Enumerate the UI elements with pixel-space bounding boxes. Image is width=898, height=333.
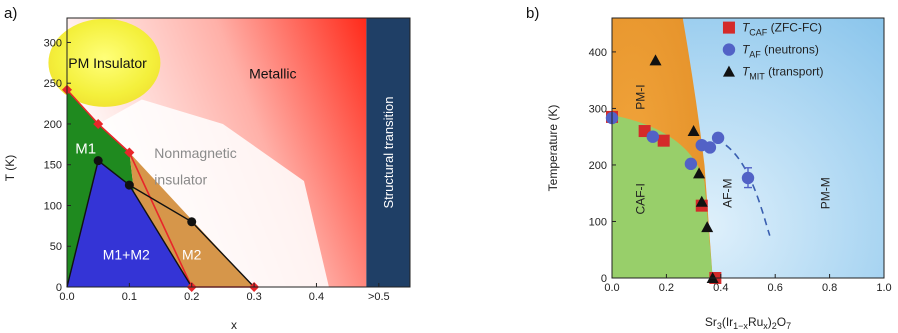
- panel-b-label: b): [526, 5, 539, 22]
- panel-b-xtick-label-1: 0.2: [659, 282, 674, 294]
- panel-b-ytick-label-0: 0: [601, 273, 607, 285]
- panel-a-xtick-label-1: 0.1: [122, 291, 137, 303]
- region-label-af-m: AF-M: [721, 179, 735, 208]
- panel-a: a) PM Insulator Metallic M1 M1+M2 M2 Nonmagne…: [3, 5, 411, 332]
- panel-a-regions: PM Insulator Metallic M1 M1+M2 M2 Nonmagnetic…: [48, 18, 410, 287]
- panel-b-xtick-label-0: 0.0: [604, 282, 619, 294]
- panel-a-ylabel: T (K): [3, 155, 17, 181]
- series-1-point-2: [684, 157, 698, 171]
- panel-a-ytick-label-0: 0: [56, 282, 62, 294]
- legend-label-0: TCAF (ZFC-FC): [742, 21, 822, 38]
- region-label-pm-i: PM-I: [634, 84, 648, 109]
- region-label-structural-transition: Structural transition: [381, 97, 396, 209]
- inner-point-2: [187, 217, 197, 227]
- panel-a-ytick-label-100: 100: [44, 200, 62, 212]
- legend-label-2: TMIT (transport): [742, 65, 824, 82]
- caf-i-region: [612, 115, 713, 278]
- region-label-m1: M1: [75, 140, 96, 157]
- boundary-point-2: [124, 147, 135, 158]
- panel-b: b) PM-I CAF-I AF-M PM-M 0 100 200 300 400 0.0 0.2…: [526, 5, 892, 331]
- region-label-caf-i: CAF-I: [634, 183, 648, 214]
- panel-b-xlabel: Sr3(Ir1−xRux)2O7: [705, 315, 791, 331]
- series-1-point-6: [741, 171, 755, 185]
- legend-label-1: TAF (neutrons): [742, 43, 819, 60]
- panel-b-ylabel: Temperature (K): [546, 105, 560, 192]
- series-1-point-5: [711, 131, 725, 145]
- panel-b-frame: [611, 17, 885, 279]
- inner-point-0: [93, 156, 103, 166]
- region-label-insulator: insulator: [154, 171, 207, 187]
- boundary-point-1: [93, 118, 104, 129]
- panel-a-xtick-label-5: >0.5: [368, 291, 390, 303]
- region-label-metallic: Metallic: [249, 65, 296, 81]
- panel-b-xtick-label-3: 0.6: [768, 282, 783, 294]
- series-2-point-0: [649, 54, 662, 66]
- panel-a-xtick-label-0: 0.0: [59, 291, 74, 303]
- series-2-point-1: [687, 125, 700, 137]
- panel-a-xlabel: x: [231, 318, 237, 332]
- panel-b-xtick-label-4: 0.8: [822, 282, 837, 294]
- panel-b-regions: PM-I CAF-I AF-M PM-M: [612, 18, 884, 278]
- panel-a-xtick-label-3: 0.3: [246, 291, 261, 303]
- panel-a-ytick-label-150: 150: [44, 160, 62, 172]
- panel-b-marks: [605, 54, 771, 284]
- nonmagnetic-insulator-region: [98, 99, 329, 287]
- series-1-point-1: [646, 130, 659, 143]
- legend-marker-0: [722, 21, 735, 34]
- inner-point-1: [124, 180, 134, 190]
- legend-marker-2: [722, 65, 735, 77]
- region-label-nonmagnetic: Nonmagnetic: [154, 145, 237, 161]
- panel-a-label: a): [4, 5, 17, 22]
- panel-b-ytick-label-300: 300: [589, 103, 607, 115]
- panel-b-xtick-label-5: 1.0: [876, 282, 891, 294]
- panel-b-axes: 0 100 200 300 400 0.0 0.2 0.4 0.6 0.8 1.0: [589, 17, 892, 294]
- m1-m2-region: [67, 160, 192, 287]
- panel-b-xtick-label-2: 0.4: [713, 282, 728, 294]
- panel-b-ytick-label-200: 200: [589, 160, 607, 172]
- panel-a-ytick-label-50: 50: [50, 241, 62, 253]
- structural-transition-band: [366, 18, 410, 287]
- panel-a-frame: [66, 17, 411, 288]
- region-label-pm-insulator: PM Insulator: [68, 55, 147, 71]
- series-2-point-4: [701, 221, 714, 233]
- panel-a-axes: 0 50 100 150 200 250 300 0.0 0.1 0.2 0.3 0.4 >0.5: [44, 17, 411, 303]
- panel-a-ytick-label-200: 200: [44, 119, 62, 131]
- panel-b-ytick-label-100: 100: [589, 216, 607, 228]
- region-label-pm-m: PM-M: [819, 177, 833, 209]
- panel-a-xtick-label-2: 0.2: [184, 291, 199, 303]
- m1-region: [67, 89, 136, 287]
- region-label-m1-m2: M1+M2: [103, 246, 150, 262]
- panel-b-ytick-label-400: 400: [589, 47, 607, 59]
- pm-insulator-region: [48, 18, 161, 107]
- panel-a-ytick-label-300: 300: [44, 37, 62, 49]
- legend-marker-1: [722, 43, 736, 56]
- series-1-point-4: [703, 141, 717, 154]
- series-2-point-2: [693, 167, 706, 179]
- m1-m2-boundary-line: [66, 159, 193, 288]
- panel-b-legend: TCAF (ZFC-FC) TAF (neutrons) TMIT (transpo…: [722, 21, 824, 82]
- region-label-m2: M2: [182, 246, 202, 262]
- panel-a-xtick-label-4: 0.4: [309, 291, 324, 303]
- series-2-point-3: [695, 195, 708, 207]
- series-0-point-2: [657, 134, 670, 147]
- panel-a-ytick-label-250: 250: [44, 78, 62, 90]
